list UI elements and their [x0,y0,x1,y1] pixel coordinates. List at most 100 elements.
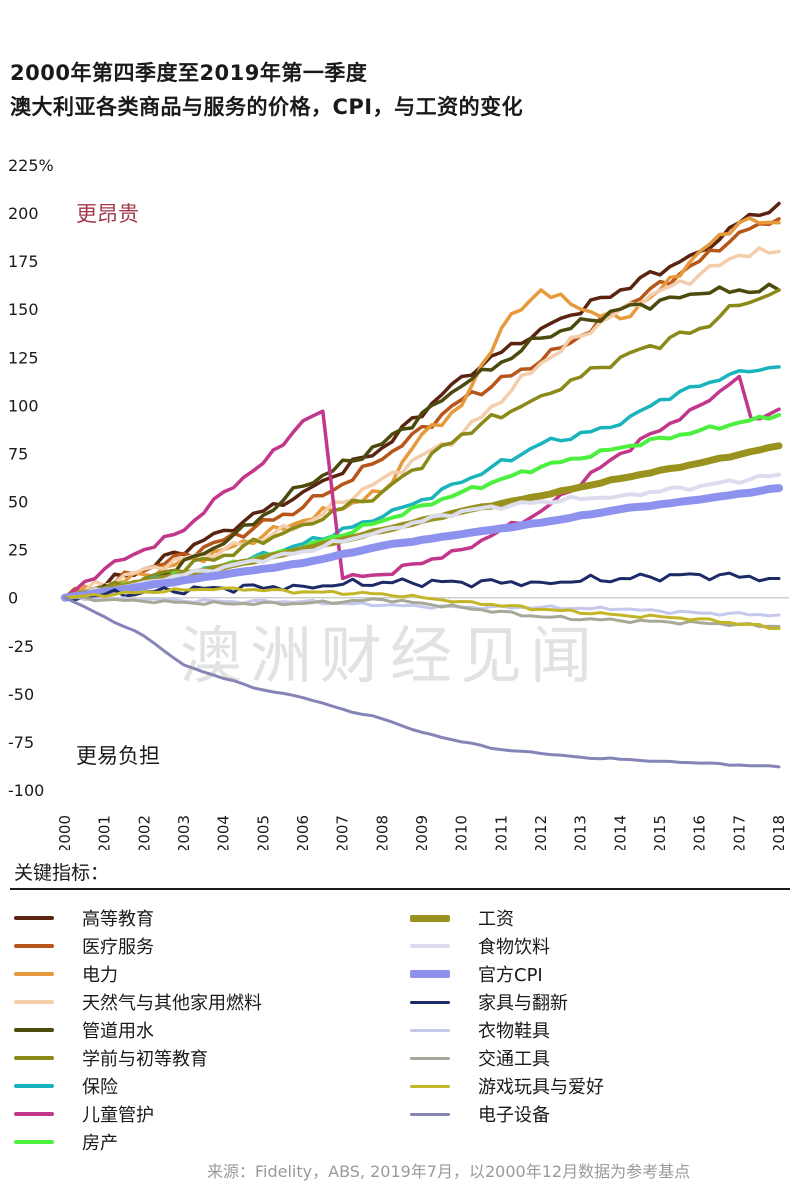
x-tick-label: 2012 [532,815,550,850]
legend-item: 天然气与其他家用燃料 [14,989,262,1015]
legend-item: 官方CPI [410,961,543,987]
annotation-more-affordable: 更易负担 [76,744,160,768]
legend-label: 天然气与其他家用燃料 [82,993,262,1014]
series-line [63,282,781,600]
legend-item: 医疗服务 [14,933,154,959]
y-tick-label: -25 [8,637,34,656]
y-tick-label: 125 [8,348,39,367]
y-tick-label: 150 [8,300,39,319]
x-tick-label: 2015 [651,815,669,850]
x-tick-label: 2013 [572,815,590,850]
legend-label: 房产 [82,1133,118,1154]
x-tick-label: 2007 [334,815,352,850]
legend-label: 家具与翻新 [478,993,568,1014]
series-line [63,217,781,600]
legend-swatch [14,1000,54,1004]
legend-label: 食物饮料 [478,937,550,958]
legend-swatch [410,1084,450,1088]
series-line [63,571,781,602]
x-tick-label: 2010 [453,815,471,850]
series-line [63,595,781,629]
legend-item: 学前与初等教育 [14,1045,208,1071]
legend-label: 保险 [82,1077,118,1098]
x-tick-label: 2009 [413,815,431,850]
y-tick-label: 0 [8,589,18,608]
x-tick-label: 2001 [96,815,114,850]
legend-title: 关键指标： [14,862,110,884]
legend-swatch [410,970,450,978]
legend-item: 电力 [14,961,118,987]
legend-swatch [14,1028,54,1032]
legend-divider [10,888,790,890]
legend-item: 电子设备 [410,1101,550,1127]
x-tick-label: 2017 [730,815,748,850]
chart-title: 2000年第四季度至2019年第一季度 澳大利亚各类商品与服务的价格，CPI，与… [10,56,790,124]
legend-swatch [14,1112,54,1116]
x-tick-label: 2005 [254,815,272,850]
series-line [63,596,781,769]
legend-item: 工资 [410,905,514,931]
legend-label: 高等教育 [82,909,154,930]
legend-label: 官方CPI [478,965,543,986]
legend-label: 工资 [478,909,514,930]
x-tick-label: 2004 [215,815,233,850]
legend: 高等教育医疗服务电力天然气与其他家用燃料 管道用水学前与初等教育 保险儿童管护房产 工… [0,905,799,1165]
legend-item: 家具与翻新 [410,989,568,1015]
x-tick-label: 2014 [611,815,629,850]
legend-swatch [410,1028,450,1032]
legend-item: 交通工具 [410,1045,550,1071]
source-note: 来源：Fidelity，ABS, 2019年7月，以2000年12月数据为参考基… [207,1162,691,1181]
series-line [63,586,781,630]
legend-item: 高等教育 [14,905,154,931]
y-tick-label: -100 [8,781,44,800]
legend-item: 管道用水 [14,1017,154,1043]
chart-title-line-1: 2000年第四季度至2019年第一季度 [10,61,368,85]
legend-swatch [14,944,54,948]
line-chart: 225% 200 175 150 125 100 75 50 25 0 -25 -50 -75 -100 2… [8,156,789,850]
x-tick-label: 2002 [135,815,153,850]
legend-item: 儿童管护 [14,1101,154,1127]
legend-label: 医疗服务 [82,937,154,958]
y-tick-label: 25 [8,541,28,560]
series-line [63,246,781,600]
legend-label: 电子设备 [478,1105,550,1126]
y-tick-label: 225% [8,156,54,175]
y-tick-label: 75 [8,444,28,463]
legend-item: 游戏玩具与爱好 [410,1073,604,1099]
series-line [63,374,781,600]
chart-title-line-2: 澳大利亚各类商品与服务的价格，CPI，与工资的变化 [10,95,524,119]
legend-label: 学前与初等教育 [82,1049,208,1070]
y-tick-label: 200 [8,204,39,223]
legend-item: 保险 [14,1073,118,1099]
y-tick-label: 100 [8,396,39,415]
legend-label: 管道用水 [82,1021,154,1042]
x-tick-label: 2018 [770,815,788,850]
legend-swatch [14,1140,54,1144]
y-tick-label: 175 [8,252,39,271]
watermark-text: 澳洲财经见闻 [180,619,601,692]
legend-item: 食物饮料 [410,933,550,959]
series-line [61,484,783,602]
x-tick-label: 2011 [492,815,510,850]
x-tick-label: 2000 [56,815,74,850]
series-line [63,472,781,600]
x-tick-label: 2008 [373,815,391,850]
legend-label: 儿童管护 [82,1105,154,1126]
y-tick-label: 50 [8,493,28,512]
legend-item: 房产 [14,1129,118,1155]
x-tick-label: 2006 [294,815,312,850]
legend-swatch [14,916,54,920]
legend-swatch [410,944,450,948]
legend-swatch [14,1056,54,1060]
x-tick-label: 2016 [691,815,709,850]
legend-swatch [410,914,450,922]
legend-swatch [14,972,54,976]
legend-item: 衣物鞋具 [410,1017,550,1043]
annotation-more-expensive: 更昂贵 [76,202,139,226]
legend-label: 电力 [82,965,118,986]
legend-swatch [410,1056,450,1060]
y-tick-label: -50 [8,685,34,704]
legend-swatch [410,1000,450,1004]
legend-swatch [14,1084,54,1088]
y-tick-label: -75 [8,733,34,752]
